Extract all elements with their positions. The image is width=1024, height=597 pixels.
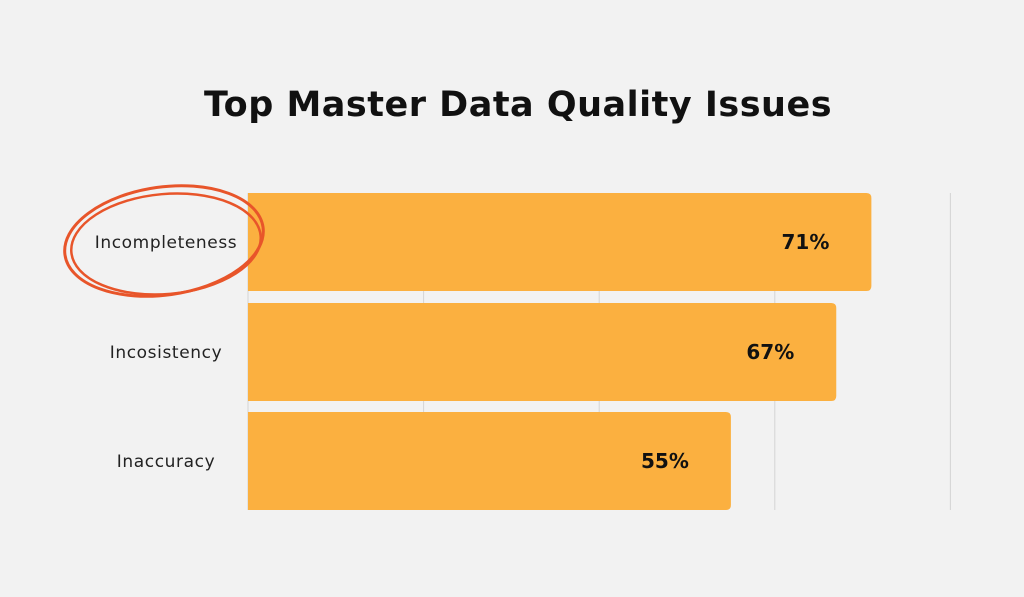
value-label: 55% (641, 449, 689, 473)
chart-title: Top Master Data Quality Issues (203, 85, 833, 125)
highlight-circle-stroke (70, 192, 262, 296)
bar (248, 303, 837, 401)
category-label: Incompleteness (95, 233, 238, 253)
bar (248, 193, 872, 291)
category-label: Inaccuracy (117, 452, 216, 472)
value-label: 71% (782, 230, 830, 254)
category-label: Incosistency (110, 343, 222, 363)
bar (248, 412, 731, 510)
value-label: 67% (746, 340, 794, 364)
